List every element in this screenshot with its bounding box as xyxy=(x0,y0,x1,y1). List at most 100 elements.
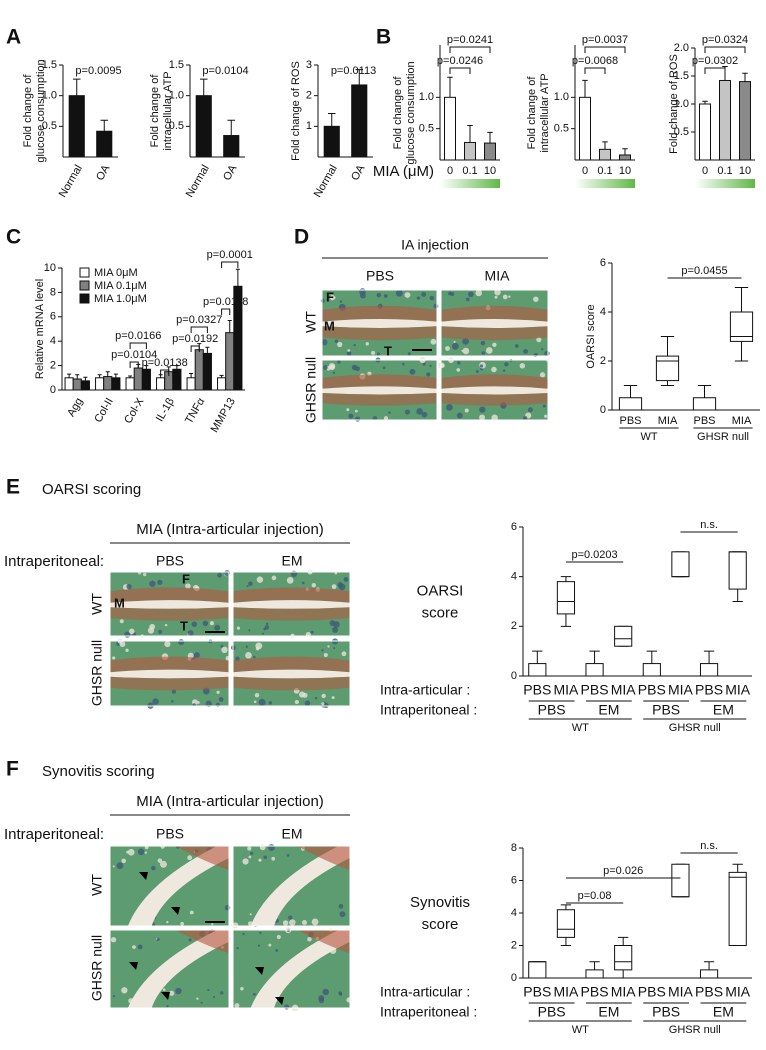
marrow-spot xyxy=(217,573,222,578)
marrow-spot xyxy=(294,699,300,705)
joint-space xyxy=(441,386,548,395)
bar xyxy=(619,154,631,161)
marrow-spot xyxy=(200,1001,203,1004)
bar xyxy=(217,377,227,391)
marrow-spot xyxy=(334,339,339,343)
cartilage xyxy=(233,676,350,691)
marrow-spot xyxy=(376,292,382,298)
cartilage xyxy=(233,587,350,603)
y-tick-label: 0.5 xyxy=(42,120,57,132)
marrow-spot xyxy=(157,858,163,863)
marrow-spot xyxy=(383,294,388,298)
x-tick-label: 0 xyxy=(582,165,588,177)
whisker-high xyxy=(618,936,629,946)
significance-bracket xyxy=(449,67,471,74)
marrow-spot xyxy=(214,624,221,631)
marrow-spot xyxy=(220,991,224,995)
legend-label: MIA 0.1μM xyxy=(94,280,147,292)
marrow-spot xyxy=(240,986,244,991)
box xyxy=(699,663,719,677)
bar xyxy=(195,95,212,158)
marrow-spot xyxy=(523,348,529,354)
marrow-spot xyxy=(388,411,391,414)
marrow-spot xyxy=(416,408,423,415)
joint-space xyxy=(322,386,437,395)
image-border xyxy=(109,929,230,1009)
dose-gradient xyxy=(695,179,755,188)
box xyxy=(618,397,643,411)
marrow-spot xyxy=(142,572,147,577)
bar xyxy=(172,368,182,391)
error-bar xyxy=(189,373,194,378)
marrow-spot xyxy=(332,371,336,374)
treatment-label: PBS xyxy=(652,1004,680,1020)
x-tick-label: MIA xyxy=(668,682,694,698)
bar xyxy=(64,377,74,391)
column-label: PBS xyxy=(156,826,184,842)
bar xyxy=(80,380,90,391)
marrow-spot xyxy=(337,360,341,364)
x-tick-label: OA xyxy=(221,162,240,182)
image-border xyxy=(109,640,230,707)
marrow-spot xyxy=(171,689,177,694)
marrow-spot xyxy=(320,298,325,303)
marrow-spot xyxy=(276,934,281,940)
error-bar xyxy=(144,365,149,370)
marrow-spot xyxy=(323,702,329,709)
bar xyxy=(599,148,611,161)
image-border xyxy=(440,359,549,421)
y-axis-label: score xyxy=(422,916,459,933)
marrow-spot xyxy=(263,627,267,631)
marrow-spot xyxy=(301,581,305,585)
x-tick-label: PBS xyxy=(523,682,551,698)
marrow-spot xyxy=(430,338,437,345)
marrow-spot xyxy=(376,352,381,356)
y-tick-label: 1.5 xyxy=(42,59,57,71)
annotation: p=0.0203 xyxy=(571,549,617,561)
marrow-spot xyxy=(157,579,163,585)
cartilage xyxy=(110,607,229,621)
panel-letter: B xyxy=(376,26,391,49)
box xyxy=(692,397,717,411)
cartilage xyxy=(233,656,350,673)
x-axis-label: MIA (μM) xyxy=(373,163,434,180)
error-bar xyxy=(355,69,364,85)
marrow-spot xyxy=(475,289,483,297)
marrow-spot xyxy=(465,297,470,302)
cartilage xyxy=(297,930,350,954)
legend-swatch xyxy=(79,280,90,291)
marrow-spot xyxy=(256,576,264,583)
marrow-spot xyxy=(286,854,290,857)
error-bar xyxy=(97,374,102,378)
marrow-spot xyxy=(178,639,185,646)
cartilage xyxy=(110,676,229,691)
marrow-spot xyxy=(225,655,231,661)
y-axis-label: Fold change of xyxy=(526,76,538,150)
y-tick-label: 0.5 xyxy=(169,120,184,132)
marrow-spot xyxy=(409,368,416,375)
panel-letter: C xyxy=(6,226,21,249)
y-tick-label: 1.0 xyxy=(419,91,434,103)
x-tick-label: 10 xyxy=(739,165,751,177)
header: IA injection xyxy=(401,237,469,253)
marrow-spot xyxy=(116,862,124,870)
bar xyxy=(125,377,135,391)
whisker-high xyxy=(734,287,749,312)
image-border xyxy=(109,571,230,637)
significance-bracket xyxy=(129,342,147,349)
box xyxy=(585,969,604,979)
marrow-spot xyxy=(282,920,289,926)
image-border xyxy=(109,845,230,927)
marrow-spot xyxy=(207,989,210,992)
annotation: p=0.0104 xyxy=(111,349,157,361)
marrow-spot xyxy=(479,406,486,413)
error-bar xyxy=(72,78,81,96)
y-tick-label: 0.5 xyxy=(674,126,689,138)
marrow-spot xyxy=(209,621,214,626)
bar xyxy=(103,376,113,391)
marrow-spot xyxy=(258,858,262,862)
marrow-spot xyxy=(185,583,191,589)
marrow-spot xyxy=(188,938,192,942)
marrow-spot xyxy=(491,366,497,373)
box xyxy=(528,663,547,677)
